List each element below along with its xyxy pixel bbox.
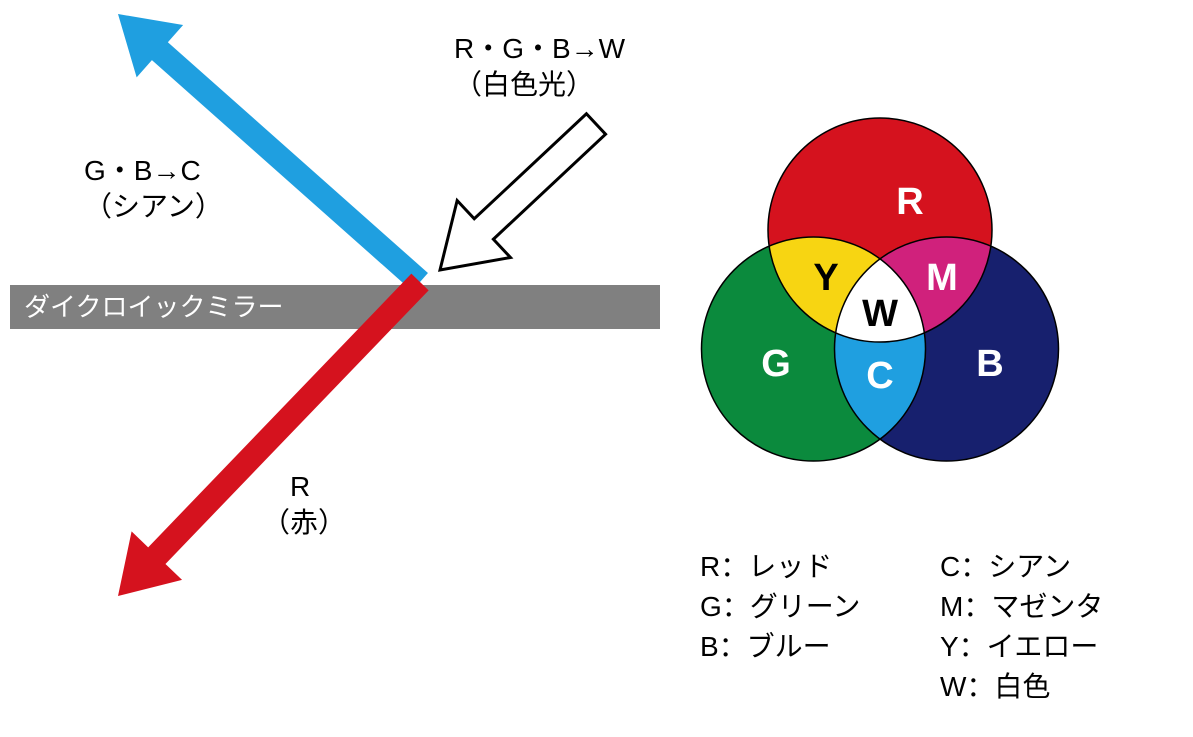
venn-letter-m: M [926, 257, 958, 299]
rgb-venn-diagram: R G B Y M CW [702, 118, 1059, 461]
dichroic-mirror-diagram: ダイクロイックミラー G・B→C （シアン） R・G・B→W （白色光） R （赤） [10, 14, 660, 596]
venn-letter-r: R [896, 181, 923, 223]
legend-item: C：シアン [940, 551, 1071, 582]
venn-letter-c: C [866, 355, 893, 397]
venn-letter-y: Y [813, 257, 838, 299]
white-label-line1: R・G・B→W [454, 33, 626, 64]
mirror-label: ダイクロイックミラー [24, 292, 283, 322]
cyan-label-line2: （シアン） [84, 191, 223, 222]
cyan-arrow [118, 14, 428, 291]
legend-item: R：レッド [700, 551, 832, 582]
legend-item: B：ブルー [700, 631, 831, 662]
legend-item: M：マゼンタ [940, 591, 1103, 622]
white-arrow [440, 114, 606, 270]
red-label-line1: R [290, 471, 310, 502]
white-label-line2: （白色光） [454, 69, 594, 100]
venn-letter-b: B [976, 343, 1003, 385]
color-legend: R：レッド G：グリーン B：ブルー C：シアン M：マゼンタ Y：イエロー W：白色 [700, 551, 1103, 702]
legend-item: G：グリーン [700, 591, 860, 622]
legend-item: Y：イエロー [940, 631, 1098, 662]
legend-item: W：白色 [940, 671, 1050, 702]
cyan-label-line1: G・B→C [84, 155, 201, 186]
red-label-line2: （赤） [262, 507, 346, 538]
venn-letter-g: G [761, 343, 791, 385]
venn-letter-w: W [862, 293, 898, 335]
